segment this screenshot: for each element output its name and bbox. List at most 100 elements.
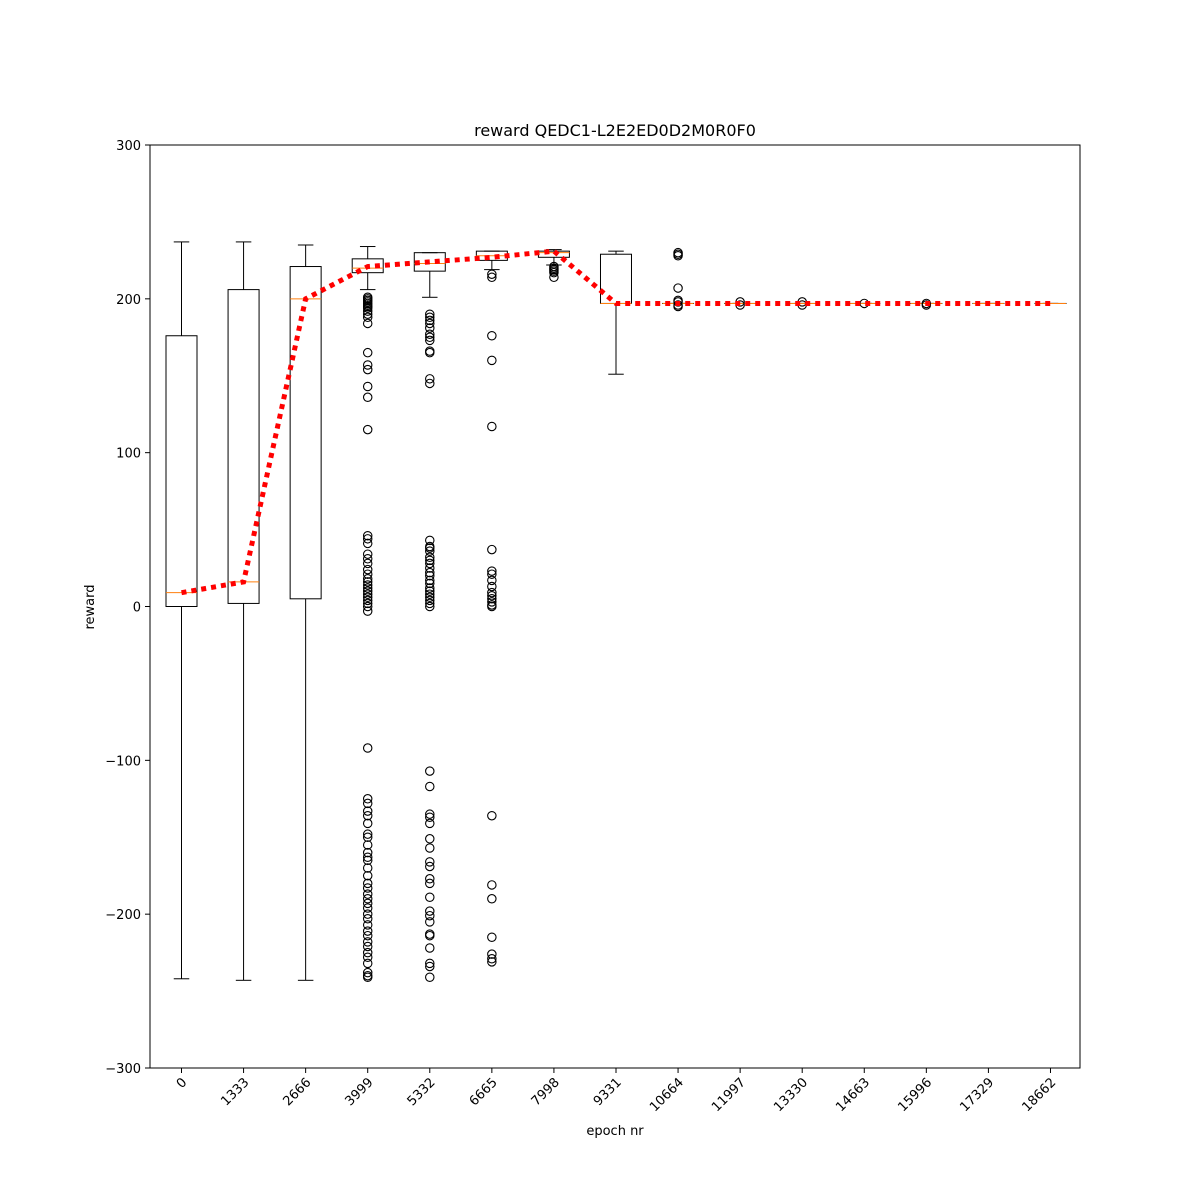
outlier-point [362, 810, 373, 821]
outlier-point [425, 861, 435, 872]
outlier-point [425, 930, 435, 941]
outlier-point [362, 840, 373, 850]
outlier-point [487, 957, 497, 967]
outlier-point [425, 874, 435, 884]
outlier-point [487, 581, 497, 592]
y-tick-label: 200 [116, 293, 141, 308]
outlier-point [425, 781, 435, 792]
outlier-point [425, 563, 435, 573]
outlier-point [362, 574, 373, 584]
outlier-point [362, 589, 373, 599]
outlier-point [487, 949, 497, 959]
outlier-point [362, 909, 373, 919]
outlier-point [425, 961, 435, 972]
outlier-point [362, 870, 373, 881]
y-axis-label: reward [83, 584, 98, 629]
outlier-point [425, 857, 435, 867]
outlier-point [487, 594, 497, 604]
outlier-point [425, 878, 435, 889]
y-tick-label: 100 [116, 447, 141, 462]
outlier-point [487, 587, 497, 598]
outlier-point [425, 818, 435, 829]
outlier-point [362, 829, 373, 839]
y-tick-label: 0 [133, 601, 141, 616]
box-2666 [289, 244, 322, 981]
y-tick-label: −300 [105, 1062, 141, 1077]
box-3999 [351, 246, 384, 982]
outlier-point [425, 589, 435, 599]
outlier-point [362, 878, 373, 889]
outlier-point [362, 564, 373, 575]
outlier-point [362, 852, 373, 862]
outlier-point [362, 958, 373, 969]
outlier-point [425, 309, 435, 319]
outlier-point [362, 894, 373, 904]
outlier-point [362, 920, 373, 930]
outlier-point [487, 810, 497, 821]
outlier-point [362, 914, 373, 924]
outlier-point [362, 530, 373, 541]
outlier-point [487, 569, 497, 579]
outlier-point [425, 570, 435, 581]
outlier-point [673, 297, 683, 307]
outlier-point [549, 267, 559, 278]
outlier-point [362, 832, 373, 842]
outlier-point [487, 932, 497, 942]
outlier-point [487, 566, 497, 576]
outlier-point [425, 598, 435, 609]
outlier-point [425, 595, 435, 606]
outlier-point [425, 535, 435, 546]
outlier-point [362, 306, 373, 316]
outlier-point [362, 601, 373, 612]
outlier-point [425, 347, 435, 358]
outlier-point [425, 906, 435, 916]
outlier-point [425, 843, 435, 853]
outlier-point [425, 378, 435, 389]
outlier-point [362, 392, 373, 403]
outlier-point [362, 586, 373, 596]
plot-layer [165, 241, 1067, 982]
outlier-point [425, 312, 435, 323]
outlier-point [425, 546, 435, 556]
outlier-point [425, 834, 435, 844]
outlier-point [362, 855, 373, 866]
outlier-point [425, 892, 435, 902]
outlier-point [487, 544, 497, 555]
outlier-point [425, 943, 435, 953]
outlier-point [425, 958, 435, 969]
outlier-point [487, 272, 497, 283]
outlier-point [425, 766, 435, 776]
outlier-point [362, 347, 373, 358]
outlier-point [425, 578, 435, 589]
outlier-point [362, 889, 373, 899]
mean-trend-line [181, 248, 1051, 596]
outlier-point [487, 590, 497, 601]
outlier-point [425, 809, 435, 819]
outlier-point [362, 538, 373, 549]
outlier-point [362, 606, 373, 616]
outlier-point [425, 555, 435, 566]
outlier-point [362, 583, 373, 593]
outlier-point [362, 558, 373, 569]
y-tick-label: −100 [105, 754, 141, 769]
box-body [227, 289, 260, 604]
outlier-point [425, 575, 435, 586]
outlier-point [425, 601, 435, 612]
outlier-point [362, 577, 373, 587]
outlier-point [425, 917, 435, 927]
outlier-point [362, 883, 373, 893]
outlier-point [362, 595, 373, 606]
outlier-point [425, 583, 435, 593]
outlier-point [362, 381, 373, 392]
outlier-point [362, 534, 373, 544]
box-body [165, 335, 198, 607]
outlier-point [425, 318, 435, 329]
outlier-point [362, 580, 373, 590]
box-0 [165, 241, 198, 980]
outlier-point [487, 880, 497, 890]
outlier-point [487, 421, 497, 432]
outlier-point [362, 947, 373, 958]
outlier-point [362, 360, 373, 370]
box-body [289, 266, 322, 600]
